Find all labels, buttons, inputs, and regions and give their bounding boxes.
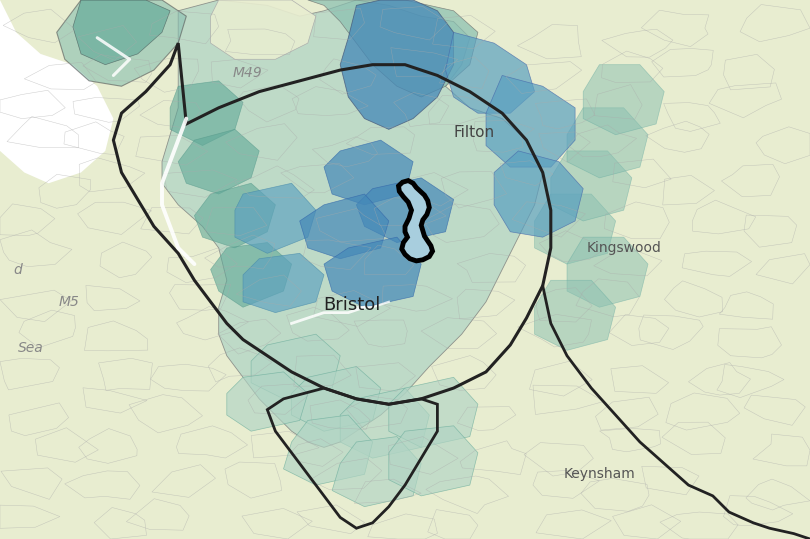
Polygon shape (251, 334, 340, 399)
Polygon shape (446, 32, 535, 113)
Polygon shape (211, 0, 316, 59)
Polygon shape (0, 0, 113, 183)
Text: Kingswood: Kingswood (586, 241, 661, 255)
Polygon shape (284, 415, 373, 485)
Polygon shape (308, 0, 478, 97)
Polygon shape (300, 194, 389, 259)
Polygon shape (494, 151, 583, 237)
Polygon shape (340, 388, 429, 458)
Text: Sea: Sea (18, 341, 44, 355)
Polygon shape (583, 65, 664, 135)
Polygon shape (243, 253, 324, 313)
Text: Bristol: Bristol (324, 295, 381, 314)
Polygon shape (162, 0, 543, 447)
Polygon shape (57, 0, 186, 86)
Polygon shape (340, 0, 454, 129)
Polygon shape (535, 194, 616, 264)
Polygon shape (211, 243, 292, 307)
Text: M49: M49 (232, 66, 262, 80)
Polygon shape (194, 183, 275, 248)
Polygon shape (389, 377, 478, 447)
Polygon shape (551, 151, 632, 221)
Polygon shape (178, 129, 259, 194)
Polygon shape (332, 437, 421, 507)
Polygon shape (567, 108, 648, 178)
Text: d: d (14, 262, 22, 277)
Polygon shape (227, 372, 308, 431)
Text: M5: M5 (58, 295, 79, 309)
Text: Keynsham: Keynsham (564, 467, 635, 481)
Polygon shape (170, 81, 243, 146)
Polygon shape (292, 367, 381, 431)
Polygon shape (399, 181, 433, 261)
Polygon shape (324, 140, 413, 205)
Polygon shape (486, 75, 575, 167)
Polygon shape (535, 280, 616, 350)
Polygon shape (567, 237, 648, 307)
Polygon shape (73, 0, 170, 65)
Polygon shape (235, 183, 316, 253)
Text: Filton: Filton (454, 125, 494, 140)
Polygon shape (356, 178, 454, 243)
Polygon shape (324, 237, 421, 307)
Polygon shape (389, 426, 478, 496)
